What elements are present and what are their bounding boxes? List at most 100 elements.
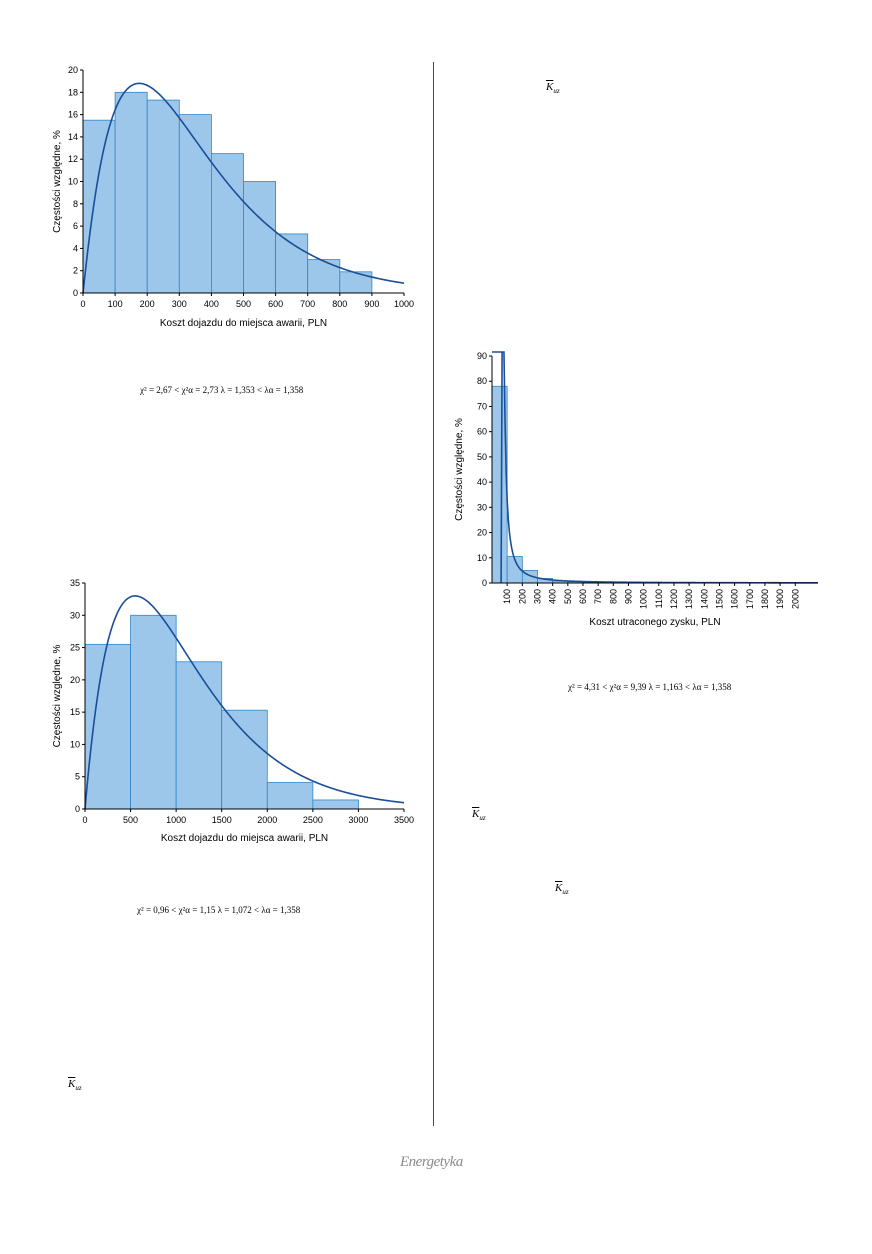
y-tick-label: 25	[70, 643, 80, 653]
x-tick-label: 400	[204, 299, 219, 309]
energetyka-logo: Energetyka	[400, 1154, 463, 1170]
histogram-bar	[210, 153, 244, 294]
y-tick-label: 10	[477, 553, 487, 563]
x-tick-label: 0	[82, 815, 87, 825]
y-tick-label: 0	[482, 578, 487, 588]
x-axis-label: Koszt utraconego zysku, PLN	[589, 617, 720, 628]
y-axis-label: Częstości względne, %	[52, 130, 63, 233]
x-tick-label: 500	[563, 589, 573, 604]
x-tick-label: 1500	[714, 589, 724, 609]
histogram-bar	[130, 614, 177, 810]
y-tick-label: 80	[477, 376, 487, 386]
y-tick-label: 0	[75, 804, 80, 814]
formula-3: χ² = 4,31 < χ²α = 9,39 λ = 1,163 < λα = …	[568, 682, 732, 692]
y-tick-label: 30	[477, 502, 487, 512]
y-tick-label: 50	[477, 452, 487, 462]
x-tick-label: 500	[123, 815, 138, 825]
x-tick-label: 0	[80, 299, 85, 309]
histogram-bar	[82, 119, 116, 294]
x-tick-label: 1000	[166, 815, 186, 825]
x-tick-label: 300	[532, 589, 542, 604]
y-axis-label: Częstości względne, %	[52, 644, 63, 747]
formula-1: χ² = 2,67 < χ²α = 2,73 λ = 1,353 < λα = …	[140, 385, 304, 395]
x-tick-label: 800	[608, 589, 618, 604]
x-tick-label: 300	[172, 299, 187, 309]
y-tick-label: 2	[73, 266, 78, 276]
kuz-symbol-mid: Kuz	[472, 808, 486, 823]
x-tick-label: 100	[108, 299, 123, 309]
histogram-bar	[221, 709, 268, 810]
x-tick-label: 700	[593, 589, 603, 604]
y-tick-label: 15	[70, 707, 80, 717]
kuz-symbol-low: Kuz	[555, 882, 569, 897]
chart-2: 0 5 10 15 20 25 30 35 0 500 1000 1500 2000 2500 3000 35…	[52, 578, 414, 844]
formula-2: χ² = 0,96 < χ²α = 1,15 λ = 1,072 < λα = …	[137, 905, 301, 915]
kuz-symbol-top: Kuz	[546, 81, 560, 96]
x-tick-label: 800	[332, 299, 347, 309]
y-tick-label: 12	[68, 154, 78, 164]
x-tick-label: 200	[517, 589, 527, 604]
y-tick-label: 16	[68, 110, 78, 120]
x-tick-label: 1600	[730, 589, 740, 609]
histogram-bar	[114, 91, 148, 294]
x-tick-label: 1400	[699, 589, 709, 609]
histogram-bar	[339, 271, 373, 294]
x-tick-label: 200	[140, 299, 155, 309]
histogram-bar	[146, 99, 180, 294]
x-tick-label: 900	[623, 589, 633, 604]
x-axis-label: Koszt dojazdu do miejsca awarii, PLN	[160, 318, 327, 329]
x-tick-label: 1200	[669, 589, 679, 609]
histogram-bar	[307, 259, 341, 294]
x-tick-label: 500	[236, 299, 251, 309]
x-axis-label: Koszt dojazdu do miejsca awarii, PLN	[161, 833, 328, 844]
x-tick-label: 600	[578, 589, 588, 604]
x-tick-label: 1000	[394, 299, 414, 309]
histogram-bar	[312, 799, 359, 810]
y-axis-label: Częstości względne, %	[454, 418, 465, 521]
y-tick-label: 35	[70, 578, 80, 588]
y-tick-label: 8	[73, 199, 78, 209]
y-tick-label: 10	[70, 739, 80, 749]
y-tick-label: 14	[68, 132, 78, 142]
x-tick-label: 2500	[303, 815, 323, 825]
x-tick-label: 3000	[348, 815, 368, 825]
histogram-bar	[243, 181, 276, 294]
x-tick-label: 3500	[394, 815, 414, 825]
histogram-bar	[178, 114, 212, 294]
y-tick-label: 0	[73, 288, 78, 298]
kuz-symbol-left: Kuz	[68, 1078, 82, 1093]
y-tick-label: 5	[75, 772, 80, 782]
x-tick-label: 1900	[775, 589, 785, 609]
x-tick-label: 1800	[760, 589, 770, 609]
column-divider	[433, 62, 434, 1126]
x-tick-label: 1000	[639, 589, 649, 609]
x-tick-label: 1700	[745, 589, 755, 609]
y-tick-label: 20	[70, 675, 80, 685]
fitted-curve	[84, 595, 405, 810]
x-tick-label: 1100	[654, 589, 664, 608]
histogram-bar	[84, 643, 131, 810]
chart-3: 0 10 20 30 40 50 60 70 80 90 100 200 300 400 500 600 700…	[454, 351, 818, 628]
y-tick-label: 60	[477, 427, 487, 437]
y-tick-label: 6	[73, 221, 78, 231]
fitted-curve	[492, 351, 818, 584]
y-tick-label: 10	[68, 177, 78, 187]
y-tick-label: 20	[68, 65, 78, 75]
y-tick-label: 40	[477, 477, 487, 487]
y-tick-label: 20	[477, 528, 487, 538]
x-tick-label: 2000	[790, 589, 800, 609]
y-tick-label: 70	[477, 401, 487, 411]
y-tick-label: 4	[73, 243, 78, 253]
x-tick-label: 100	[502, 589, 512, 604]
x-tick-label: 900	[364, 299, 379, 309]
x-tick-label: 700	[300, 299, 315, 309]
y-tick-label: 18	[68, 87, 78, 97]
fitted-curve	[82, 82, 405, 294]
x-tick-label: 600	[268, 299, 283, 309]
histogram-bar	[175, 661, 223, 810]
y-tick-label: 90	[477, 351, 487, 361]
x-tick-label: 2000	[257, 815, 277, 825]
histogram-bar	[266, 782, 314, 810]
x-tick-label: 1300	[684, 589, 694, 609]
